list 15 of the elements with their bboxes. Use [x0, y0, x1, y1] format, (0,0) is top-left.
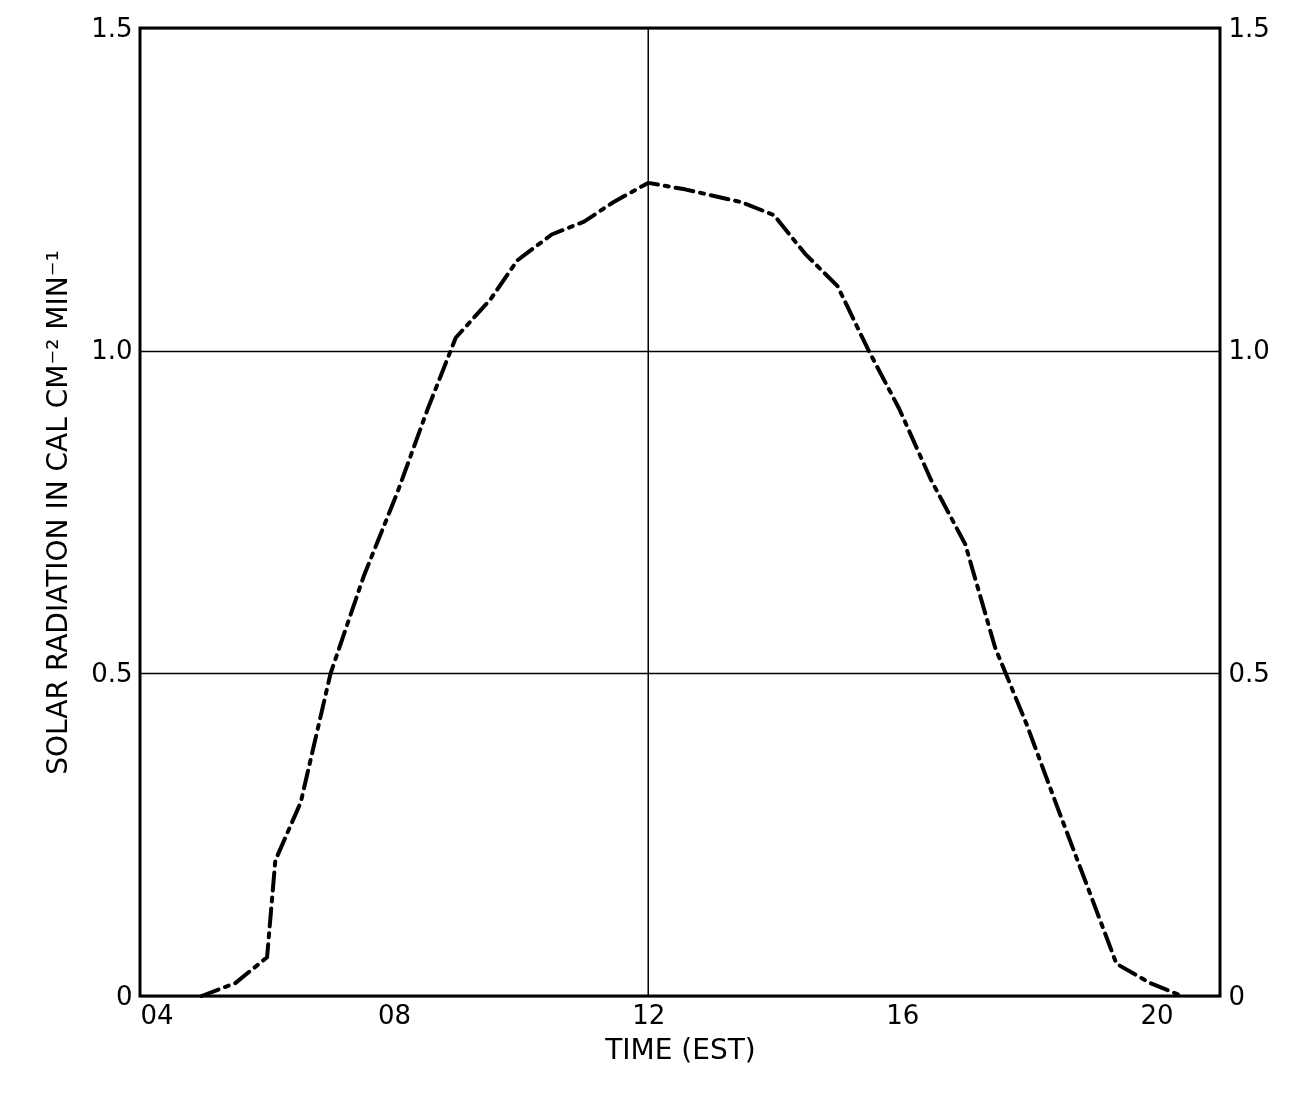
- x-tick-label: 04: [140, 999, 174, 1030]
- y2-tick-label: 1.5: [1228, 12, 1270, 43]
- x-tick-label: 12: [632, 999, 666, 1030]
- y-tick-label: 0.5: [91, 657, 133, 688]
- x-tick-label: 08: [378, 999, 412, 1030]
- x-axis-title: TIME (EST): [604, 1032, 756, 1066]
- y2-tick-label: 1.0: [1228, 335, 1270, 366]
- x-tick-label: 16: [886, 999, 920, 1030]
- x-tick-label: 20: [1140, 999, 1174, 1030]
- y-tick-label: 1.5: [91, 12, 133, 43]
- y-tick-label: 0: [115, 980, 133, 1011]
- y-axis-title: SOLAR RADIATION IN CAL CM⁻² MIN⁻¹: [41, 250, 75, 775]
- y2-tick-label: 0: [1228, 980, 1246, 1011]
- y2-tick-label: 0.5: [1228, 657, 1270, 688]
- y-tick-label: 1.0: [91, 335, 133, 366]
